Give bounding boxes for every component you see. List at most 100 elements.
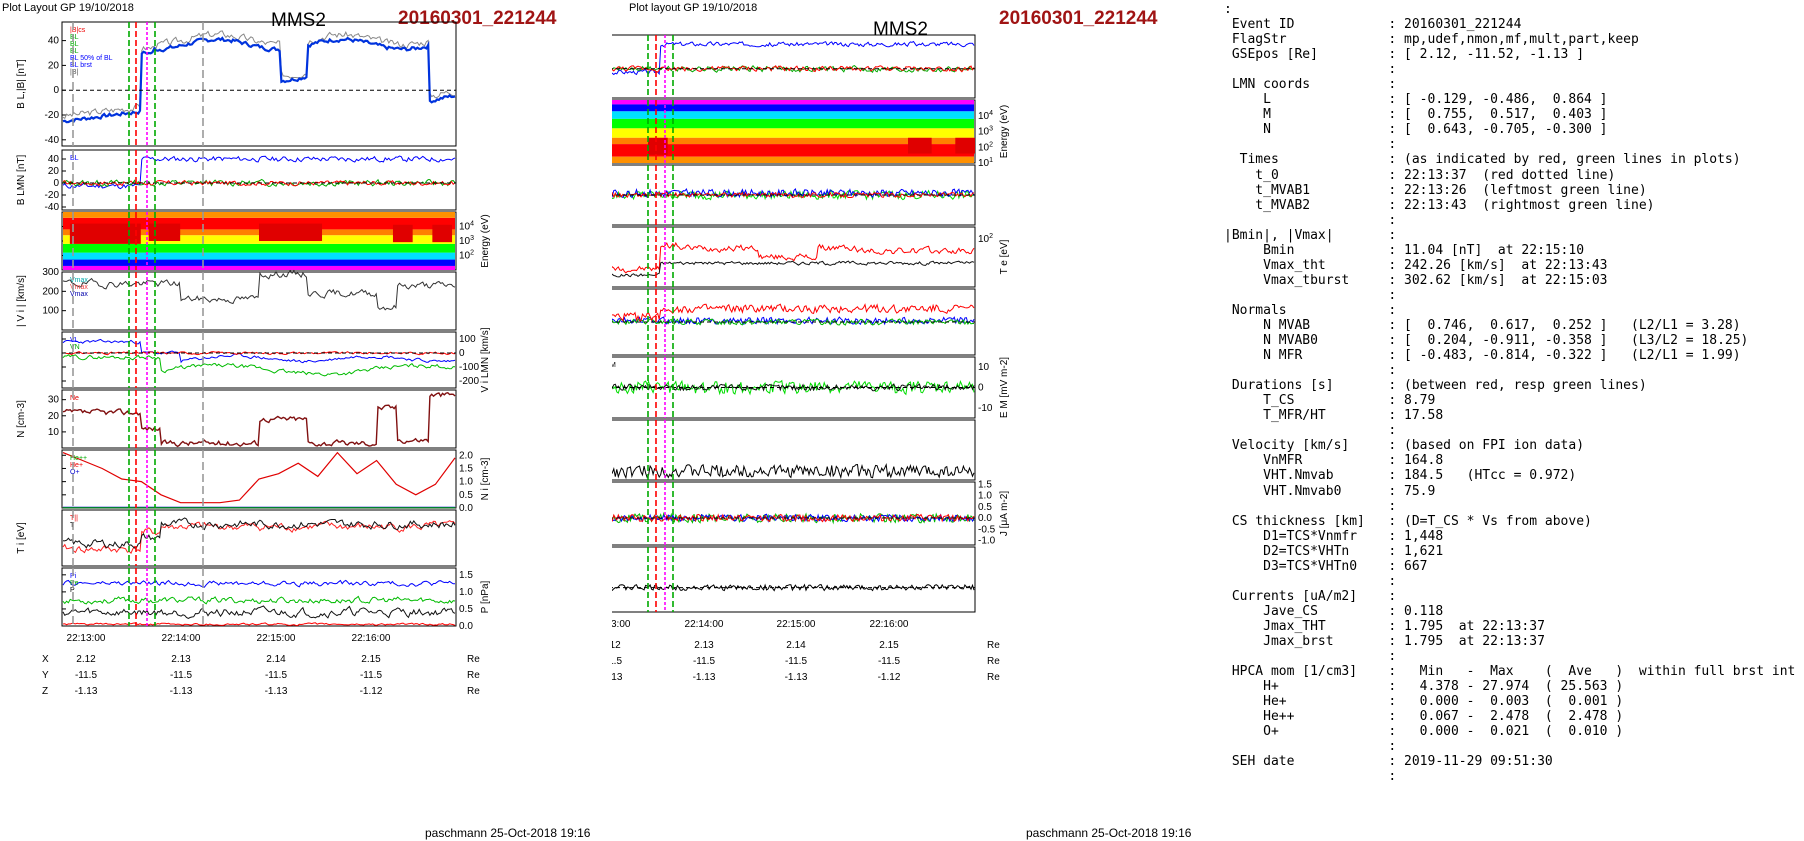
spectrogram-band (612, 111, 974, 119)
tick-label: 20 (48, 411, 60, 422)
position-unit: Re (467, 686, 480, 697)
series-line (612, 303, 975, 322)
info-line: Vmax_tburst : 302.62 [km/s] at 22:15:03 (1263, 272, 1608, 288)
info-line: : (1388, 769, 1397, 785)
legend-entry: He++ (70, 455, 87, 462)
info-line: N MVAB : [ 0.746, 0.617, 0.252 ] (L2/L1 … (1263, 317, 1741, 333)
legend-entry: P (70, 587, 75, 594)
axis-label: Energy (eV) (480, 214, 491, 267)
position-row-label: X (42, 654, 49, 665)
time-tick-label: 22:13:00 (612, 619, 631, 630)
info-line: : (1388, 212, 1397, 228)
tick-label: 10 (978, 362, 990, 373)
axis-label: N [cm-3] (16, 400, 27, 438)
info-line: : (1388, 363, 1397, 379)
series-line (62, 155, 456, 190)
info-line: O+ : 0.000 - 0.021 ( 0.010 ) (1263, 724, 1624, 740)
info-line: Durations [s] : (between red, resp green… (1231, 378, 1647, 394)
tick-label: 1.0 (978, 491, 992, 502)
axis-label: T e [eV] (999, 239, 1010, 274)
position-value: -1.13 (170, 686, 193, 697)
info-line: : (1388, 573, 1397, 589)
panel-6: 100-10E M [mV m-2](VexB)MEM (612, 356, 1010, 419)
tick-label: 200 (42, 286, 59, 297)
panel-frame (61, 389, 457, 449)
axis-label: B LMN [nT] (16, 155, 27, 206)
series-line (62, 269, 456, 311)
spectrogram-intensity (955, 137, 975, 154)
info-line: : (1388, 287, 1397, 303)
axis-label: T i [eV] (16, 522, 27, 554)
position-value: 2.15 (879, 640, 899, 651)
position-value: 2.14 (266, 654, 286, 665)
info-line: L : [ -0.129, -0.486, 0.864 ] (1263, 92, 1608, 108)
tick-label: 0 (53, 85, 59, 96)
panel-7: 1.51.00.5|J| [μA m-2]|J| (612, 419, 976, 481)
info-line: VHT.Nmvab0 : 75.9 (1263, 483, 1436, 499)
tick-label: 0 (53, 178, 59, 189)
position-value: -11.5 (785, 656, 807, 667)
info-line: He+ : 0.000 - 0.003 ( 0.001 ) (1263, 694, 1624, 710)
panel-3: 5000-500V e LMN [km/s]VLVM (612, 164, 976, 226)
spectrogram-intensity (647, 137, 668, 155)
tick-label: 1.5 (978, 479, 992, 490)
tick-label: 1.5 (459, 463, 473, 474)
info-line: : (1388, 62, 1397, 78)
tick-label: -100 (459, 362, 479, 373)
spectrogram-intensity (432, 224, 453, 243)
tick-label: 0.5 (459, 490, 473, 501)
position-row-label: Y (42, 670, 49, 681)
legend-entry: BL (70, 155, 79, 162)
info-line: VnMFR : 164.8 (1263, 453, 1444, 469)
position-value: -11.5 (360, 670, 382, 681)
position-value: -1.13 (693, 672, 716, 683)
left-layout-label: Plot Layout GP 19/10/2018 (2, 2, 134, 14)
axis-label: P [nPa] (480, 580, 491, 613)
time-tick-label: 22:16:00 (352, 633, 391, 644)
mid-event-id: 20160301_221244 (999, 8, 1158, 29)
position-value: -11.5 (75, 670, 97, 681)
panel-frame (612, 481, 976, 546)
tick-label: 30 (48, 395, 60, 406)
mid-footer: paschmann 25-Oct-2018 19:16 (1026, 826, 1192, 840)
legend-entry: O+ (70, 469, 80, 476)
position-value: 2.15 (361, 654, 381, 665)
series-line (62, 520, 456, 554)
panel-frame (61, 567, 457, 627)
tick-label: 102 (978, 141, 993, 153)
time-tick-label: 22:14:00 (162, 633, 201, 644)
position-value: -11.5 (265, 670, 287, 681)
position-value: -1.13 (75, 686, 98, 697)
legend-entry: |B|cs (70, 27, 86, 34)
position-value: -11.5 (612, 656, 622, 667)
panel-frame (612, 419, 976, 481)
tick-label: 100 (42, 306, 59, 317)
left-event-id: 20160301_221244 (398, 8, 557, 29)
position-unit: Re (467, 654, 480, 665)
axis-label: V i LMN [km/s] (480, 327, 491, 392)
tick-label: 0 (459, 348, 465, 359)
tick-label: -10 (978, 403, 993, 414)
series-line (62, 354, 456, 377)
tick-label: 103 (459, 235, 474, 247)
tick-label: 100 (459, 334, 476, 345)
panel-9: 420-2J*E' [nW m-3]J*E' (612, 546, 976, 613)
spectrogram-band (612, 104, 974, 112)
info-line: Event ID : 20160301_221244 (1231, 17, 1522, 33)
tick-label: 0.0 (459, 503, 473, 514)
position-value: -1.12 (360, 686, 383, 697)
info-line: He++ : 0.067 - 2.478 ( 2.478 ) (1263, 709, 1624, 725)
axis-label: J [μA m-2] (999, 491, 1010, 536)
time-tick-label: 22:15:00 (777, 619, 816, 630)
tick-label: 0.0 (978, 513, 992, 524)
tick-label: 40 (48, 154, 60, 165)
series-line (62, 30, 456, 120)
tick-label: -20 (45, 190, 60, 201)
spectrogram-band (63, 252, 455, 260)
panel-8: 1.51.00.50.0-0.5-1.0J [μA m-2]J maxJJL (612, 479, 1010, 547)
tick-label: -1.0 (978, 536, 996, 547)
info-line: t_MVAB2 : 22:13:43 (rightmost green line… (1255, 197, 1655, 213)
